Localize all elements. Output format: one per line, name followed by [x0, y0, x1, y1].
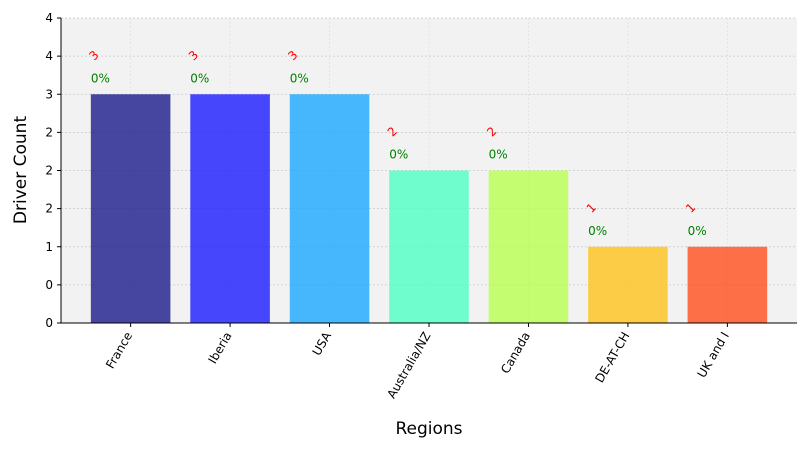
bars [90, 94, 768, 323]
bar-australia-nz [389, 170, 469, 323]
bar-france [90, 94, 171, 323]
percent-label: 0% [389, 148, 408, 162]
x-tick-label: UK and I [695, 330, 732, 381]
y-tick-label: 2 [45, 202, 53, 216]
y-tick-label: 0 [45, 316, 53, 330]
bar-uk-and-i [687, 246, 768, 323]
x-tick-label: Australia/NZ [384, 330, 433, 401]
y-axis-title: Driver Count [11, 116, 31, 225]
y-tick-label: 0 [45, 278, 53, 292]
y-tick-label: 2 [45, 125, 53, 139]
bar-usa [289, 94, 370, 323]
y-tick-label: 4 [45, 11, 53, 25]
bar-de-at-ch [588, 246, 668, 323]
percent-label: 0% [290, 71, 309, 85]
x-ticks: France Iberia USA Australia/NZ Canada DE-AT-C… [103, 323, 732, 401]
x-tick-label: USA [310, 329, 335, 358]
x-tick-label: France [103, 330, 135, 372]
x-tick-label: Canada [498, 330, 533, 377]
y-ticks: 0 0 1 2 2 2 3 4 4 [45, 11, 61, 330]
y-tick-label: 3 [45, 87, 53, 101]
x-tick-label: Iberia [205, 330, 234, 367]
percent-label: 0% [91, 71, 110, 85]
x-axis-title: Regions [395, 419, 462, 439]
percent-label: 0% [688, 224, 707, 238]
percent-label: 0% [190, 71, 209, 85]
y-tick-label: 4 [45, 49, 53, 63]
x-tick-label: DE-AT-CH [592, 330, 632, 386]
y-tick-label: 2 [45, 164, 53, 178]
y-tick-label: 1 [45, 240, 53, 254]
percent-label: 0% [489, 148, 508, 162]
bar-canada [488, 170, 569, 323]
bar-iberia [190, 94, 270, 323]
percent-label: 0% [588, 224, 607, 238]
